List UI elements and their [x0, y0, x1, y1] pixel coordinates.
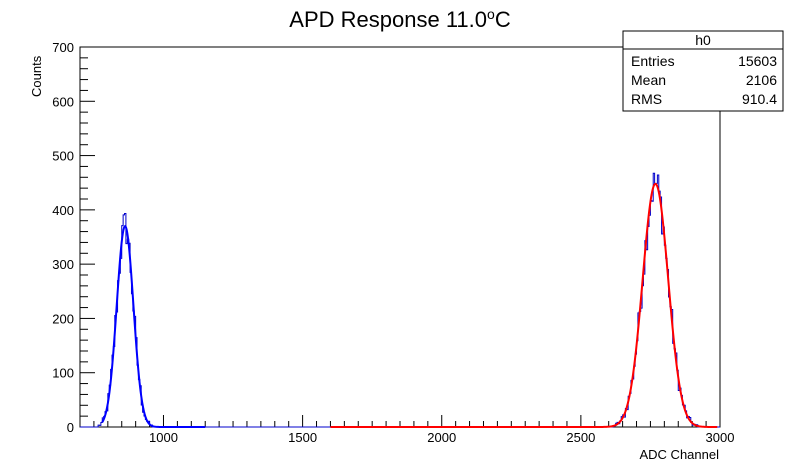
y-tick-label: 0 — [67, 420, 74, 435]
chart-title-main: APD Response 11.0 — [289, 7, 487, 32]
fit-curve-peak-2 — [330, 182, 718, 428]
y-tick-label: 300 — [52, 257, 74, 272]
x-tick-label: 2000 — [427, 430, 456, 445]
y-tick-label: 100 — [52, 366, 74, 381]
stats-rms-label: RMS — [631, 91, 662, 107]
fit-curve-peak-1 — [101, 224, 206, 428]
stats-mean-label: Mean — [631, 72, 666, 88]
chart-title-degree: o — [487, 6, 495, 22]
x-axis: 1000 1500 2000 2500 3000 — [79, 415, 735, 445]
x-axis-title: ADC Channel — [640, 447, 720, 462]
x-tick-label: 1500 — [288, 430, 317, 445]
fit-curves — [101, 182, 718, 428]
stats-rms-value: 910.4 — [742, 91, 777, 107]
x-tick-label: 1000 — [149, 430, 178, 445]
stats-box: h0 Entries 15603 Mean 2106 RMS 910.4 — [622, 30, 784, 112]
y-tick-label: 500 — [52, 149, 74, 164]
stats-entries-label: Entries — [631, 53, 675, 69]
stats-mean-value: 2106 — [746, 72, 777, 88]
y-tick-label: 200 — [52, 311, 74, 326]
stats-box-title: h0 — [695, 32, 711, 48]
x-tick-label: 2500 — [566, 430, 595, 445]
histogram-bars — [80, 172, 720, 428]
histogram — [80, 172, 720, 428]
stats-entries-value: 15603 — [738, 53, 777, 69]
y-tick-label: 600 — [52, 94, 74, 109]
y-axis: 0 100 200 300 400 500 600 700 — [52, 40, 95, 435]
chart-title-unit: C — [495, 7, 511, 32]
y-axis-title: Counts — [29, 55, 44, 97]
y-tick-label: 700 — [52, 40, 74, 55]
y-tick-label: 400 — [52, 203, 74, 218]
chart-title: APD Response 11.0oC — [289, 6, 511, 32]
x-tick-label: 3000 — [706, 430, 735, 445]
